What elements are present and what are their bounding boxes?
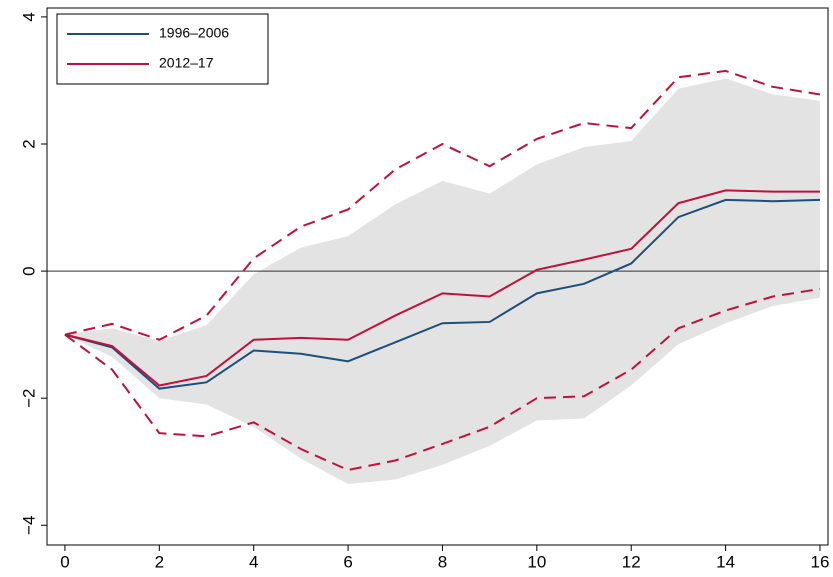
x-tick-label: 6 xyxy=(343,552,352,571)
x-tick-label: 4 xyxy=(249,552,258,571)
plot-frame xyxy=(46,7,829,546)
confidence-band xyxy=(64,78,820,484)
series-line xyxy=(64,189,820,387)
x-tick-label: 10 xyxy=(527,552,546,571)
interval-upper xyxy=(64,69,821,341)
x-tick-label: 0 xyxy=(60,552,69,571)
interval-lower xyxy=(64,287,821,472)
x-tick-label: 16 xyxy=(811,552,830,571)
y-tick-label: 4 xyxy=(19,12,38,21)
x-tick-label: 14 xyxy=(716,552,735,571)
x-tick-label: 2 xyxy=(155,552,164,571)
x-tick-label: 12 xyxy=(622,552,641,571)
y-tick-label: 2 xyxy=(19,139,38,148)
series-line xyxy=(64,198,821,390)
legend-box xyxy=(56,13,269,85)
y-tick-label: −2 xyxy=(19,389,38,408)
x-tick-label: 8 xyxy=(438,552,447,571)
legend-label: 1996–2006 xyxy=(159,25,229,41)
y-tick-label: 0 xyxy=(19,266,38,275)
y-tick-label: −4 xyxy=(19,516,38,535)
legend-label: 2012–17 xyxy=(159,55,214,71)
